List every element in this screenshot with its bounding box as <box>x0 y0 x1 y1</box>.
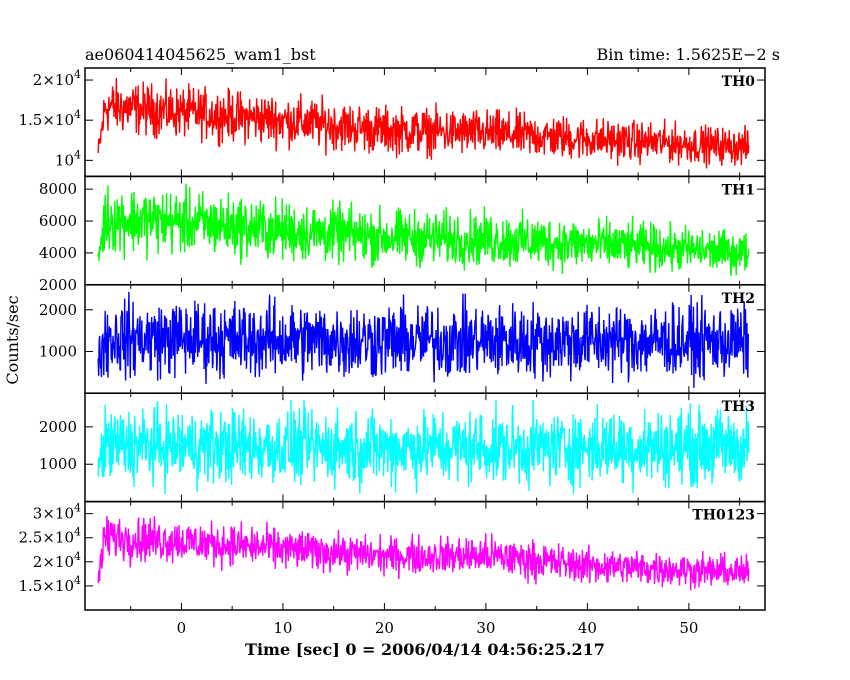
panel-th1: TH1 2000 4000 6000 8000 <box>39 175 766 294</box>
y-tick-label: 6000 <box>39 212 77 230</box>
y-tick-label: 1000 <box>39 343 77 361</box>
x-tick-label: 0 <box>177 619 187 637</box>
series-th0123 <box>97 515 750 591</box>
x-tick-label: 50 <box>679 619 698 637</box>
panel-th0123: TH0123 1.5×104 2×104 2.5×104 3×104 <box>18 500 766 611</box>
y-tick-label: 1.5×104 <box>18 574 81 595</box>
x-axis-label: Time [sec] 0 = 2006/04/14 04:56:25.217 <box>245 640 605 659</box>
chart-title: ae060414045625_wam1_bst <box>85 45 316 64</box>
panel-label: TH3 <box>722 399 755 415</box>
y-tick-label: 1.5×104 <box>18 108 81 129</box>
y-tick-label: 4000 <box>39 244 77 262</box>
x-tick-label: 20 <box>375 619 394 637</box>
panel-th3: TH3 1000 2000 <box>39 392 766 503</box>
panel-th2: TH2 1000 2000 <box>39 284 766 394</box>
y-tick-label: 2.5×104 <box>18 526 81 547</box>
y-axis-label: Counts/sec <box>3 295 22 384</box>
x-tick-label: 30 <box>476 619 495 637</box>
series-th0 <box>97 78 750 169</box>
y-tick-label: 2000 <box>39 418 77 436</box>
panel-label: TH0123 <box>692 508 755 524</box>
x-tick-label: 40 <box>578 619 597 637</box>
panel-label: TH2 <box>722 291 755 307</box>
panel-label: TH1 <box>722 182 755 198</box>
series-th2 <box>97 291 750 388</box>
y-tick-label: 3×104 <box>33 502 81 523</box>
panel-frame <box>84 500 766 611</box>
y-tick-label: 2×104 <box>33 68 81 89</box>
y-tick-label: 8000 <box>39 180 77 198</box>
x-axis: 0 10 20 30 40 50 <box>177 619 699 637</box>
y-tick-label: 1000 <box>39 455 77 473</box>
y-tick-label: 2000 <box>39 276 77 294</box>
x-tick-label: 10 <box>273 619 292 637</box>
y-tick-label: 2×104 <box>33 550 81 571</box>
bin-time-label: Bin time: 1.5625E−2 s <box>597 45 780 64</box>
panel-th0: TH0 104 1.5×104 2×104 <box>18 67 766 178</box>
series-th3 <box>97 399 750 495</box>
panels-group: TH0 104 1.5×104 2×104 TH1 2000 4000 6000 8000 TH2… <box>18 67 766 611</box>
y-tick-label: 104 <box>55 148 81 169</box>
y-tick-label: 2000 <box>39 301 77 319</box>
panel-label: TH0 <box>722 74 756 90</box>
series-th1 <box>97 183 750 277</box>
